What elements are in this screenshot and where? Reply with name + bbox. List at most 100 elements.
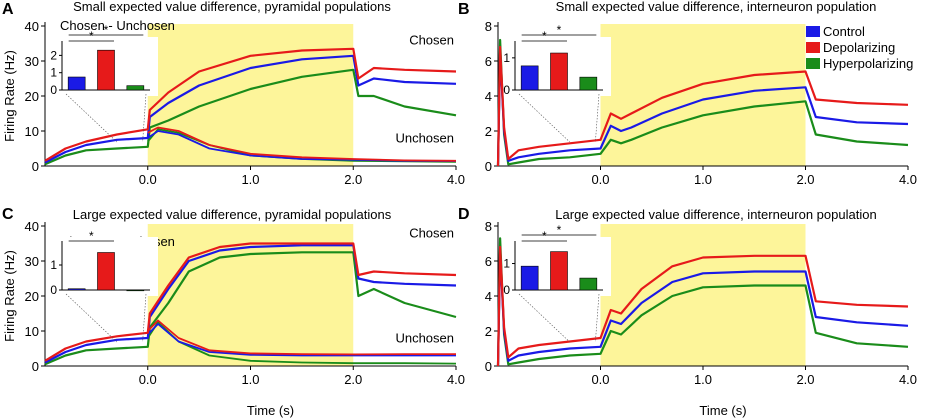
panel-letter: C	[2, 206, 14, 223]
series-line-depolarizing	[496, 245, 909, 367]
unchosen-line-control	[147, 323, 456, 357]
y-tick-label: 40	[25, 19, 39, 34]
chart-title: Small expected value difference, interne…	[556, 0, 877, 14]
unchosen-line-depolarizing	[147, 126, 457, 162]
x-tick-label: 0.0	[139, 172, 157, 187]
chosen-label: Chosen	[409, 33, 454, 48]
x-tick-label: 0.0	[591, 372, 609, 387]
significance-star: *	[542, 29, 547, 43]
x-tick-label: 2.0	[344, 372, 362, 387]
inset-bar-hyperpolarizing	[126, 289, 145, 292]
legend-swatch-control	[806, 26, 820, 37]
x-tick-label: 1.0	[694, 172, 712, 187]
inset-bar-hyperpolarizing	[579, 277, 598, 291]
y-axis-label: Firing Rate (Hz)	[2, 250, 17, 342]
inset-bar-control	[520, 265, 539, 291]
y-tick-label: 0	[485, 359, 492, 374]
y-tick-label: 8	[485, 219, 492, 234]
inset-bar-control	[67, 288, 86, 291]
inset-y-tick-label: 0	[50, 283, 57, 297]
inset-zoom-line	[595, 93, 600, 143]
x-tick-label: 4.0	[899, 372, 917, 387]
unchosen-label: Unchosen	[395, 131, 454, 146]
x-tick-label: 2.0	[796, 372, 814, 387]
legend-swatch-depolarizing	[806, 42, 820, 53]
inset-zoom-line	[595, 293, 600, 343]
legend-swatch-hyperpolarizing	[806, 58, 820, 69]
chosen-line-hyperpolarizing	[44, 251, 457, 366]
y-tick-label: 4	[485, 289, 492, 304]
x-tick-label: 1.0	[694, 372, 712, 387]
series-line-depolarizing	[496, 45, 909, 167]
inset-bar-depolarizing	[97, 49, 115, 91]
inset-bar-depolarizing	[97, 252, 115, 291]
inset-bar-control	[520, 65, 539, 91]
inset-bar-hyperpolarizing	[579, 76, 598, 91]
inset-zoom-line	[65, 93, 118, 143]
y-tick-label: 20	[25, 89, 39, 104]
inset-bar-depolarizing	[550, 52, 568, 91]
y-tick-label: 6	[485, 254, 492, 269]
panel-d: D Large expected value difference, intern…	[458, 206, 917, 418]
stimulus-window	[147, 24, 354, 166]
chosen-line-control	[44, 244, 457, 364]
significance-star: *	[542, 229, 547, 243]
inset-title: Chosen - Unchosen	[60, 18, 175, 33]
chosen-line-hyperpolarizing	[44, 68, 457, 166]
y-tick-label: 10	[25, 124, 39, 139]
y-tick-label: 30	[25, 254, 39, 269]
x-tick-label: 1.0	[241, 172, 259, 187]
legend-label-control: Control	[823, 24, 865, 39]
x-axis-label: Time (s)	[699, 403, 746, 418]
inset-y-tick-label: 1	[503, 51, 510, 65]
inset-zoom-line	[518, 93, 570, 143]
x-tick-label: 0.0	[591, 172, 609, 187]
panel-b: B Small expected value difference, intern…	[458, 0, 917, 187]
x-tick-label: 0.0	[139, 372, 157, 387]
y-tick-label: 6	[485, 54, 492, 69]
inset-y-tick-label: 0	[503, 83, 510, 97]
x-tick-label: 4.0	[899, 172, 917, 187]
chosen-line-depolarizing	[44, 47, 457, 162]
y-tick-label: 0	[485, 159, 492, 174]
inset-y-tick-label: 1	[50, 258, 57, 272]
chart-title: Large expected value difference, pyramid…	[73, 207, 392, 222]
inset-zoom-line	[142, 293, 147, 343]
inset-zoom-line	[142, 93, 147, 143]
y-tick-label: 2	[485, 324, 492, 339]
stimulus-window	[600, 24, 806, 166]
panel-letter: A	[2, 1, 14, 18]
chart-title: Small expected value difference, pyramid…	[73, 0, 391, 14]
inset-y-tick-label: 0	[50, 83, 57, 97]
stimulus-window	[600, 224, 806, 366]
chosen-line-depolarizing	[44, 242, 457, 362]
x-tick-label: 1.0	[241, 372, 259, 387]
x-tick-label: 2.0	[344, 172, 362, 187]
unchosen-line-depolarizing	[147, 319, 456, 356]
panel-a: A Small expected value difference, pyrami…	[2, 0, 465, 187]
panel-letter: D	[458, 206, 470, 223]
x-tick-label: 2.0	[796, 172, 814, 187]
inset-bar-chart: 0 1 *	[50, 229, 158, 343]
inset-y-tick-label: 1	[503, 257, 510, 271]
y-tick-label: 40	[25, 219, 39, 234]
legend-label-hyperpolarizing: Hyperpolarizing	[823, 56, 913, 71]
y-tick-label: 0	[32, 359, 39, 374]
x-tick-label: 4.0	[447, 372, 465, 387]
legend-label-depolarizing: Depolarizing	[823, 40, 895, 55]
significance-star: *	[557, 223, 562, 237]
inset-y-tick-label: 0	[503, 283, 510, 297]
y-tick-label: 20	[25, 289, 39, 304]
y-tick-label: 10	[25, 324, 39, 339]
inset-y-tick-label: 1	[50, 66, 57, 80]
x-axis-label: Time (s)	[247, 403, 294, 418]
y-axis-label: Firing Rate (Hz)	[2, 50, 17, 142]
y-tick-label: 0	[32, 159, 39, 174]
y-tick-label: 4	[485, 89, 492, 104]
significance-star: *	[557, 23, 562, 37]
chart-title: Large expected value difference, interne…	[555, 207, 876, 222]
y-tick-label: 30	[25, 54, 39, 69]
inset-bar-chart: 0 1 2 * *	[50, 23, 158, 143]
inset-bar-depolarizing	[550, 251, 568, 291]
